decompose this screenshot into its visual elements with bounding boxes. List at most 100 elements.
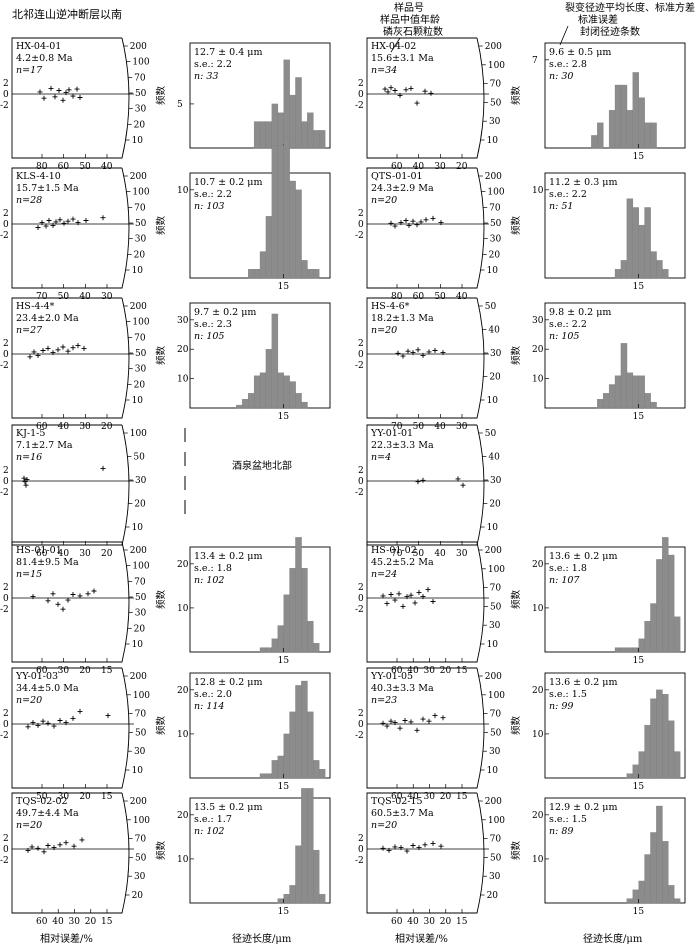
- radial-point: [61, 220, 67, 226]
- histogram-bar: [259, 251, 267, 279]
- radial-point: [41, 849, 47, 855]
- age-scale-label: 200: [130, 672, 147, 682]
- hist-panel-17: 10 20 15 频数 13.6 ± 0.2 μms.e.: 1.8n: 107: [510, 537, 686, 666]
- radial-ytick: 2: [358, 79, 364, 89]
- sample-id: HS-01-01: [16, 545, 62, 556]
- age-scale-label: 70: [134, 333, 146, 343]
- radial-ytick: -2: [0, 731, 9, 741]
- hist-panel-11: 10 20 30 15 频数 9.8 ± 0.2 μms.e.: 2.2n: 105: [510, 302, 686, 422]
- age-scale-label: 100: [488, 816, 505, 826]
- error-scale-label: 50: [79, 162, 91, 172]
- histogram-bar: [656, 260, 663, 279]
- histogram-bar: [265, 216, 273, 279]
- histogram-bar: [289, 381, 296, 409]
- error-scale-label: 80: [391, 292, 403, 302]
- histogram-bar: [253, 269, 261, 279]
- error-scale-label: 30: [434, 162, 446, 172]
- hist-stat: n: 105: [549, 331, 579, 342]
- histogram-bar: [283, 594, 290, 653]
- error-scale-label: 60: [413, 292, 425, 302]
- radial-ytick: -2: [355, 361, 364, 371]
- sample-age: 23.4±2.0 Ma: [16, 313, 79, 324]
- radial-point: [60, 97, 66, 103]
- age-scale-label: 40: [488, 326, 500, 336]
- histogram-bar: [632, 375, 639, 409]
- age-scale-label: 20: [134, 624, 146, 634]
- error-scale-label: 20: [101, 549, 113, 559]
- histogram-bar: [307, 269, 314, 279]
- error-scale-label: 60: [36, 549, 48, 559]
- radial-point: [395, 350, 401, 356]
- radial-point: [57, 718, 63, 723]
- sample-id: TQS-02-15: [371, 796, 423, 807]
- age-scale-label: 200: [485, 797, 502, 807]
- error-scale-label: 30: [456, 422, 468, 432]
- hist-panel-15: 10 20 15 频数 13.4 ± 0.2 μms.e.: 1.8n: 102: [155, 537, 331, 666]
- error-scale-label: 30: [424, 666, 436, 676]
- radial-ytick: 2: [358, 209, 364, 219]
- error-scale-label: 80: [36, 162, 48, 172]
- radial-ytick: 0: [3, 720, 9, 730]
- grain-count: n=4: [371, 452, 391, 463]
- histogram-bar: [307, 112, 314, 149]
- hist-ylabel: 频数: [510, 216, 522, 236]
- hist-ytick-label: 10: [177, 186, 189, 196]
- histogram-bar: [301, 121, 308, 149]
- radial-ytick: 0: [3, 594, 9, 604]
- radial-point: [420, 352, 426, 358]
- radial-point: [412, 600, 418, 606]
- radial-ytick: 0: [358, 720, 364, 730]
- histogram-bar: [242, 399, 249, 409]
- age-scale-label: 200: [130, 172, 147, 182]
- histogram-bar: [644, 122, 651, 149]
- radial-point: [400, 353, 406, 359]
- radial-ytick: 0: [358, 594, 364, 604]
- error-scale-label: 40: [79, 292, 91, 302]
- histogram-bar: [650, 401, 657, 409]
- hist-ytick-label: 7: [532, 56, 538, 66]
- grain-count: n=15: [16, 569, 42, 580]
- age-scale-label: 50: [135, 349, 147, 359]
- age-scale-label: 30: [489, 872, 501, 882]
- histogram-bar: [289, 885, 296, 904]
- hist-stat: n: 99: [549, 701, 573, 712]
- radial-ytick: 2: [3, 209, 9, 219]
- radial-point: [50, 222, 56, 228]
- hist-ytick-label: 10: [177, 855, 189, 865]
- sample-id: HS-4-6*: [371, 301, 410, 312]
- histogram-bar: [289, 94, 296, 149]
- radial-frame: [366, 424, 485, 546]
- sample-age: 60.5±3.7 Ma: [371, 808, 434, 819]
- radial-point: [35, 845, 41, 851]
- hist-ytick-label: 20: [532, 686, 544, 696]
- histogram-bar: [277, 372, 284, 409]
- legend-mean-length: 裂变径迹平均长度、标准方差: [565, 1, 695, 14]
- hist-xlabel-right: 径迹长度/μm: [583, 932, 643, 945]
- histogram-bar: [271, 145, 279, 279]
- hist-panel-9: 10 20 30 15 频数 9.7 ± 0.2 μms.e.: 2.3n: 105: [155, 302, 331, 422]
- age-scale-label: 10: [487, 766, 499, 776]
- radial-frame: [11, 792, 130, 914]
- age-scale-label: 70: [134, 203, 146, 213]
- radial-point: [414, 222, 420, 228]
- histogram-bar: [295, 685, 302, 779]
- age-scale-label: 100: [132, 562, 149, 572]
- age-scale-label: 100: [133, 816, 150, 826]
- radial-point: [422, 842, 428, 848]
- sample-age: 40.3±3.3 Ma: [371, 683, 434, 694]
- hist-stat: s.e.: 2.2: [194, 189, 232, 200]
- radial-point: [405, 348, 411, 354]
- radial-ytick: 0: [358, 477, 364, 487]
- histogram-bar: [673, 898, 681, 904]
- hist-xtick-label: 15: [633, 782, 645, 792]
- error-scale-label: 60: [391, 666, 403, 676]
- age-scale-label: 50: [135, 219, 147, 229]
- radial-ytick: 0: [358, 350, 364, 360]
- grain-count: n=20: [16, 695, 42, 706]
- histogram-bar: [608, 110, 616, 149]
